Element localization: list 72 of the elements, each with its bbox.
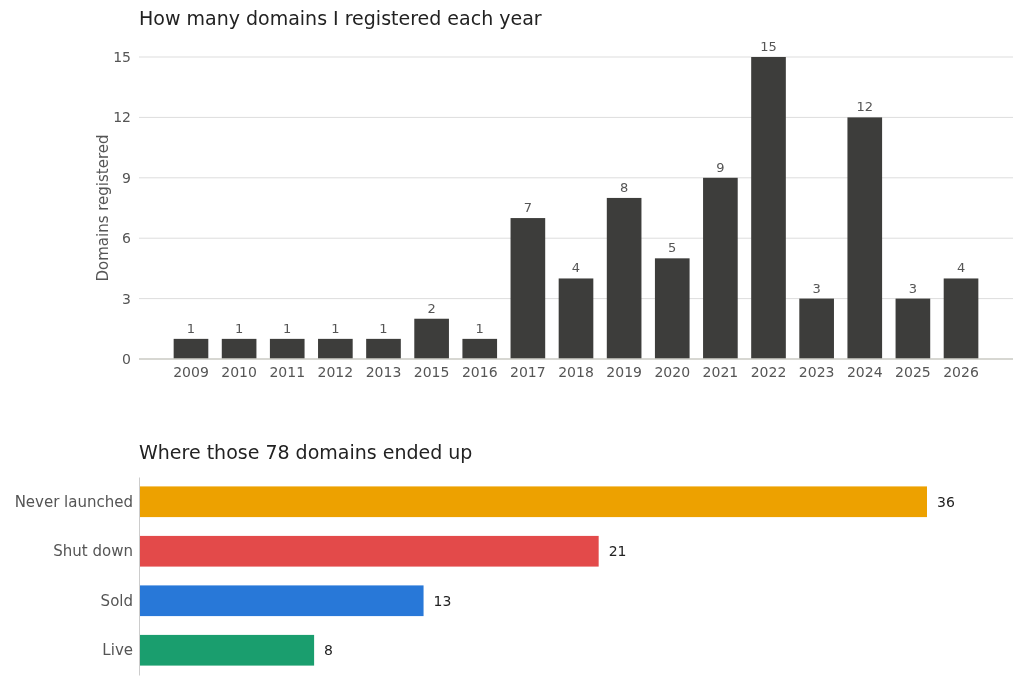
data-label: 1 [475,320,484,336]
bar [606,197,642,359]
data-label: 1 [283,320,292,336]
y-axis-title: Domains registered [94,134,112,282]
bar [462,338,498,359]
bar [895,298,931,359]
bar [414,318,449,359]
data-label: 8 [324,642,334,659]
y-tick-label: 6 [122,230,132,247]
y-tick-label: Sold [100,591,133,610]
bar [799,298,834,359]
data-label: 4 [571,260,581,276]
bar [318,338,353,359]
x-tick-label: 2023 [798,363,835,380]
data-label: 4 [956,260,966,276]
chart-title: Where those 78 domains ended up [139,441,473,463]
x-tick-label: 2015 [413,363,450,380]
data-label: 36 [937,493,955,510]
x-tick-label: 2019 [606,363,642,380]
data-label: 1 [379,320,388,336]
bar [558,278,594,359]
x-tick-label: 2016 [461,363,498,380]
bar [221,338,257,359]
bar [366,338,401,359]
x-tick-label: 2022 [750,363,787,380]
data-label: 12 [856,99,874,115]
bar [139,634,315,666]
y-tick-label: 3 [122,290,131,307]
bar [943,278,979,359]
data-label: 7 [523,200,533,216]
x-tick-label: 2012 [317,363,354,380]
bar [703,177,738,359]
y-tick-label: 12 [113,109,131,126]
data-label: 15 [760,39,777,54]
x-tick-label: 2024 [846,363,883,380]
x-tick-label: 2026 [943,363,979,380]
data-label: 21 [608,543,627,560]
bar [139,585,424,617]
y-tick-label: 15 [113,48,131,65]
data-label: 5 [668,240,677,256]
y-tick-label: 9 [122,169,131,186]
data-label: 3 [812,280,821,296]
x-tick-label: 2011 [269,363,306,380]
x-tick-label: 2020 [654,363,691,380]
data-label: 2 [427,300,436,316]
x-tick-label: 2018 [558,363,594,380]
data-label: 1 [331,320,340,336]
y-tick-label: Shut down [53,542,133,561]
bar [751,57,786,359]
data-label: 3 [908,280,918,296]
y-tick-label: 0 [122,350,131,367]
data-label: 9 [716,159,725,175]
x-tick-label: 2025 [895,363,931,380]
x-tick-label: 2021 [702,363,739,380]
bar [139,486,927,518]
data-label: 8 [619,179,629,195]
data-label: 13 [433,592,452,609]
x-tick-label: 2017 [510,363,546,380]
bar [139,535,599,567]
bar [173,338,209,359]
data-label: 1 [186,320,196,336]
bar [510,218,546,359]
y-tick-label: Live [102,641,133,660]
x-tick-label: 2009 [173,363,209,380]
chart-title: How many domains I registered each year [139,7,542,29]
x-tick-label: 2010 [221,363,257,380]
bar [847,117,883,359]
bar [654,258,690,359]
x-tick-label: 2013 [365,363,402,380]
data-label: 1 [234,320,244,336]
bar [269,338,305,359]
y-tick-label: Never launched [14,492,133,511]
